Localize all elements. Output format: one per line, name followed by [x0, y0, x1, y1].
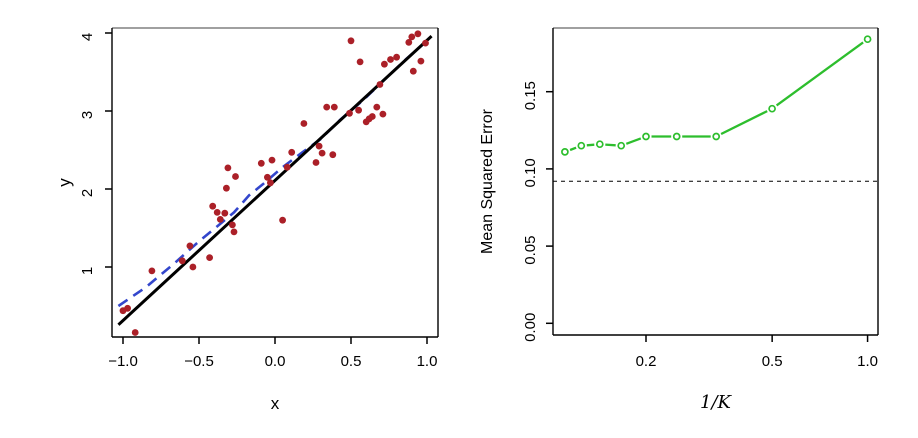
scatter-point — [230, 228, 238, 236]
mse-point — [561, 148, 569, 156]
scatter-point — [312, 159, 320, 166]
y-tick-label: 0.05 — [522, 235, 539, 264]
regression-line — [117, 35, 433, 326]
scatter-point — [409, 67, 417, 75]
mse-point — [642, 132, 650, 141]
scatter-point — [414, 30, 422, 38]
scatter-point — [268, 156, 276, 164]
scatter-point — [318, 149, 326, 157]
scatter-point — [393, 53, 400, 61]
x-tick-label: −0.5 — [184, 353, 214, 370]
scatter-point — [186, 242, 194, 250]
mse-point — [577, 141, 586, 150]
x-tick-label: 0.5 — [762, 353, 783, 370]
scatter-point — [379, 110, 387, 118]
mse-line-segment — [605, 143, 616, 147]
y-tick-label: 0.15 — [522, 81, 539, 110]
y-axis-label: Mean Squared Error — [479, 108, 496, 254]
mse-line-segment — [569, 146, 577, 152]
mse-point — [617, 141, 626, 150]
scatter-point — [224, 164, 232, 172]
mse-line-segment — [625, 137, 642, 145]
x-tick-label: 0.0 — [265, 353, 286, 370]
scatter-point — [288, 148, 296, 156]
y-tick-label: 4 — [79, 33, 96, 41]
scatter-point — [131, 329, 139, 336]
scatter-point — [368, 113, 376, 120]
mse-point — [672, 132, 681, 141]
x-tick-label: −1.0 — [108, 353, 138, 370]
y-tick-label: 0.00 — [522, 313, 539, 342]
scatter-point — [405, 39, 413, 46]
mse-line-segment — [775, 41, 864, 107]
knn-fit-line — [117, 39, 428, 308]
x-axis-label: x — [271, 394, 280, 413]
scatter-point — [323, 103, 331, 111]
x-tick-label: 1.0 — [417, 353, 438, 370]
scatter-point — [347, 37, 355, 45]
mse-point — [768, 104, 776, 113]
scatter-point — [408, 33, 416, 41]
scatter-point — [209, 202, 217, 210]
scatter-chart: −1.0 −0.5 0.0 0.5 1.0 1 2 3 4 x y — [55, 27, 439, 413]
scatter-point — [330, 103, 338, 111]
mse-line-segment — [720, 110, 768, 136]
scatter-point — [223, 184, 230, 192]
scatter-point — [355, 106, 362, 114]
scatter-point — [221, 209, 229, 217]
scatter-panel: −1.0 −0.5 0.0 0.5 1.0 1 2 3 4 x y — [55, 27, 439, 413]
scatter-point — [283, 163, 291, 171]
y-tick-label: 1 — [79, 267, 96, 275]
mse-point — [595, 140, 604, 149]
mse-point — [863, 35, 872, 44]
y-tick-label: 3 — [79, 111, 96, 119]
x-axis-label: 1/K — [700, 392, 733, 413]
scatter-point — [257, 159, 265, 167]
scatter-point — [229, 221, 236, 229]
scatter-point — [381, 60, 388, 68]
mse-panel: 0.2 0.5 1.0 0.00 0.05 0.10 0.15 1/K Mean Squared… — [459, 0, 918, 438]
scatter-point — [376, 81, 384, 88]
scatter-point — [346, 109, 353, 117]
y-tick-label: 0.10 — [522, 158, 539, 187]
scatter-point — [216, 216, 224, 223]
scatter-point — [189, 263, 197, 271]
scatter-point — [373, 103, 381, 111]
scatter-point — [264, 173, 271, 181]
scatter-point — [300, 120, 308, 127]
scatter-point — [124, 304, 131, 312]
y-tick-label: 2 — [79, 189, 96, 197]
mse-chart: 0.2 0.5 1.0 0.00 0.05 0.10 0.15 1/K Mean Squared… — [479, 27, 879, 413]
mse-line-segment — [586, 143, 595, 147]
x-tick-label: 0.2 — [636, 353, 657, 370]
scatter-point — [329, 151, 337, 159]
scatter-point — [178, 257, 186, 265]
scatter-point — [315, 142, 323, 150]
y-axis-label: y — [55, 178, 74, 187]
scatter-point — [148, 267, 156, 275]
x-tick-label: 1.0 — [857, 353, 878, 370]
scatter-point — [417, 57, 425, 65]
scatter-point — [206, 254, 214, 261]
x-tick-label: 0.5 — [341, 353, 362, 370]
scatter-point — [213, 209, 221, 216]
scatter-point — [267, 179, 274, 187]
scatter-point — [422, 39, 429, 47]
scatter-point — [356, 58, 364, 66]
scatter-point — [387, 56, 394, 63]
scatter-point — [279, 216, 286, 224]
scatter-point — [232, 173, 239, 180]
mse-point — [712, 132, 721, 141]
